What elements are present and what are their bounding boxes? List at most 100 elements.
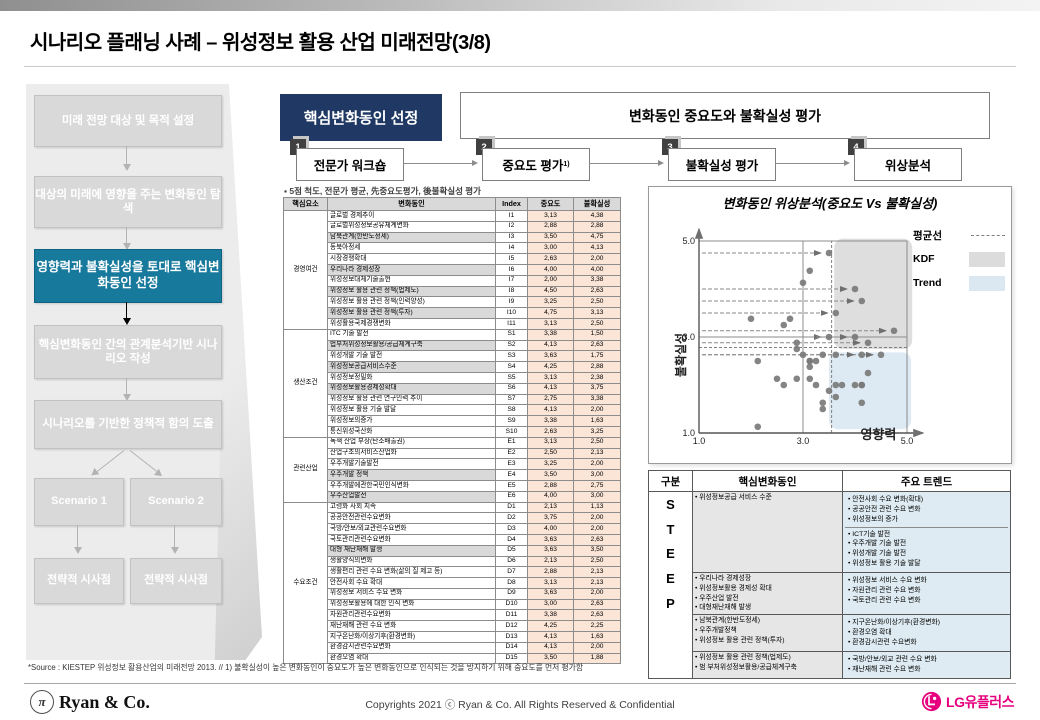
- driver-index-cell: S8: [495, 404, 528, 417]
- trend-item: • 위성개발 기술 발전: [848, 550, 907, 558]
- steep-row: S T E E P • 위성정보공급 서비스 수준 • 안전사회 수요 변화(확대) • 공공…: [648, 491, 1011, 679]
- driver-row: 법부처위성정보활용/공급체계구축 S2 4,13 2,63: [284, 339, 621, 352]
- phase-analysis-plot: 5.0 3.0 1.01.0 3.0 5.0 영향력 불확실성: [673, 227, 925, 446]
- driver-row: 위성정보 활용 관련 연구인력 추이 S7 2,75 3,38: [284, 393, 621, 406]
- importance-cell: 3,50: [527, 231, 574, 244]
- flow-step-1-label: 미래 전망 대상 및 목적 설정: [61, 114, 195, 127]
- trend-cell: • 지구온난화/이상기후(환경변화) • 환경오염 확대 • 환경감시관련 수요변화: [842, 614, 1011, 652]
- uncertainty-cell: 3,13: [573, 307, 621, 319]
- steep-header-drivers: 핵심변화동인: [692, 470, 843, 492]
- flow-step-1[interactable]: 미래 전망 대상 및 목적 설정: [34, 95, 222, 147]
- legend-swatch-blue: [969, 275, 1005, 291]
- driver-name-cell: 녹색 산업 부상(탄소배출권): [327, 436, 496, 449]
- driver-table-header-cell: Index: [495, 197, 528, 211]
- importance-cell: 2,63: [527, 253, 574, 265]
- chart-legend: 평균선 KDF Trend: [913, 223, 1005, 295]
- trend-block: • 국방/안보/외교 관련 수요 변화 • 재난재해 관련 수요 변화: [845, 653, 1008, 677]
- flow-step-3-active[interactable]: 영향력과 불확실성을 토대로 핵심변화동인 선정: [34, 249, 222, 303]
- driver-row: 생활편리 관련 수요 변화(삶의 질 제고 등) D7 2,88 2,13: [284, 566, 621, 579]
- driver-row: 위성활용국제경쟁변화 I11 3,13 2,50: [284, 317, 621, 330]
- driver-group-label: 생산조건: [283, 328, 328, 438]
- driver-row: 위성정보 활용 관련 정책(투자) I10 4,75 3,13: [284, 307, 621, 319]
- driver-index-cell: I7: [495, 274, 528, 287]
- scenario-1-label: Scenario 1: [51, 495, 107, 508]
- driver-name-cell: ITC 기술 발전: [327, 328, 496, 341]
- driver-index-cell: I11: [495, 317, 528, 330]
- steep-letter: P: [666, 595, 675, 611]
- implication-2-box[interactable]: 전략적 시사점: [130, 558, 222, 604]
- process-step-1-label: 전문가 워크숍: [313, 159, 387, 173]
- driver-row: 안전사회 수요 확대 D8 3,13 2,13: [284, 577, 621, 589]
- uncertainty-cell: 2,63: [573, 285, 621, 298]
- driver-table-header-cell: 중요도: [527, 197, 574, 211]
- driver-name-cell: 위성정보 활용 관련 정책(투자): [327, 307, 496, 319]
- importance-cell: 3,25: [527, 458, 574, 471]
- driver-index-cell: D4: [495, 533, 528, 546]
- driver-index-cell: I8: [495, 285, 528, 298]
- scenario-2-box[interactable]: Scenario 2: [130, 478, 222, 526]
- driver-name-cell: 산업구조의서비스산업화: [327, 447, 496, 460]
- driver-name-cell: 국방/안보/외교관련수요변화: [327, 523, 496, 535]
- importance-cell: 3,13: [527, 210, 574, 222]
- importance-cell: 3,25: [527, 296, 574, 309]
- driver-index-cell: I5: [495, 253, 528, 265]
- key-driver-item: • 대형재난재해 발생: [695, 604, 752, 612]
- driver-index-cell: E1: [495, 436, 528, 449]
- steep-table: 구분 핵심변화동인 주요 트렌드 S T E E P • 위성정보공급 서비스 수준 • 안…: [648, 470, 1011, 679]
- importance-cell: 3,63: [527, 350, 574, 363]
- flow-step-4[interactable]: 핵심변화동인 간의 관계분석기반 시나리오 작성: [34, 325, 222, 379]
- footer-divider: [24, 683, 1016, 684]
- driver-name-cell: 위성정보공급서비스수준: [327, 361, 496, 373]
- driver-name-cell: 대형 재난재해 발생: [327, 544, 496, 557]
- driver-table-header-row: 핵심요소 변화동인 Index 중요도 불확실성: [283, 197, 621, 211]
- process-step-importance[interactable]: 중요도 평가 1): [482, 148, 590, 181]
- implication-1-box[interactable]: 전략적 시사점: [34, 558, 124, 604]
- driver-table-header-cell: 핵심요소: [283, 197, 328, 211]
- driver-index-cell: I1: [495, 210, 528, 222]
- driver-row: 우리나라 경제성장 I6 4,00 4,00: [284, 263, 621, 276]
- flow-arrow-2: [122, 227, 131, 250]
- key-driver-cell: • 남북관계(한반도정세) • 우주개발정책 • 위성정보 활용 관련 정책(투자): [692, 614, 843, 652]
- driver-name-cell: 위성정보활용에 대한 인식 변화: [327, 598, 496, 611]
- process-step-workshop[interactable]: 전문가 워크숍: [296, 148, 404, 181]
- driver-table-header-cell: 불확실성: [573, 197, 621, 211]
- driver-name-cell: 위성정보정밀화: [327, 371, 496, 384]
- uncertainty-cell: 1,50: [573, 328, 621, 341]
- driver-index-cell: I9: [495, 296, 528, 309]
- evaluation-header-label: 변화동인 중요도와 불확실성 평가: [629, 107, 821, 124]
- driver-table-header-cell: 변화동인: [327, 197, 496, 211]
- importance-cell: 3,63: [527, 533, 574, 546]
- driver-index-cell: D3: [495, 523, 528, 535]
- top-gradient-bar: [0, 0, 1040, 11]
- key-driver-item: • 위성정보공급 서비스 수준: [695, 494, 772, 501]
- uncertainty-cell: 2,50: [573, 296, 621, 309]
- uncertainty-cell: 2,63: [573, 339, 621, 352]
- uncertainty-cell: 3,38: [573, 274, 621, 287]
- importance-cell: 3,38: [527, 609, 574, 622]
- flow-step-5[interactable]: 시나리오를 기반한 정책적 함의 도출: [34, 400, 222, 449]
- importance-cell: 3,50: [527, 469, 574, 481]
- uncertainty-cell: 2,00: [573, 523, 621, 535]
- uncertainty-cell: 3,75: [573, 382, 621, 395]
- driver-row: 환경감시관련수요변화 D14 4,13 2,00: [284, 641, 621, 654]
- uncertainty-cell: 2,63: [573, 609, 621, 622]
- driver-index-cell: D10: [495, 598, 528, 611]
- process-step-phase-analysis[interactable]: 위상분석: [854, 148, 962, 181]
- svg-text:5.0: 5.0: [682, 236, 695, 246]
- uncertainty-cell: 2,88: [573, 220, 621, 233]
- driver-row: 지구온난화/이상기후(환경변화) D13 4,13 1,63: [284, 631, 621, 643]
- driver-row: 재난재해 관련 수요 변화 D12 4,25 2,25: [284, 620, 621, 633]
- driver-index-cell: I10: [495, 307, 528, 319]
- scenario-1-box[interactable]: Scenario 1: [34, 478, 124, 526]
- importance-cell: 4,00: [527, 523, 574, 535]
- svg-text:1.0: 1.0: [693, 436, 706, 446]
- driver-row: 대형 재난재해 발생 D5 3,63 3,50: [284, 544, 621, 557]
- scenario-2-arrow: [170, 525, 179, 554]
- driver-index-cell: S7: [495, 393, 528, 406]
- uncertainty-cell: 1,63: [573, 415, 621, 427]
- uncertainty-cell: 2,38: [573, 371, 621, 384]
- importance-cell: 3,63: [527, 544, 574, 557]
- process-step-uncertainty[interactable]: 불확실성 평가: [668, 148, 776, 181]
- flow-step-2[interactable]: 대상의 미래에 영향을 주는 변화동인 탐색: [34, 176, 222, 228]
- importance-cell: 3,38: [527, 415, 574, 427]
